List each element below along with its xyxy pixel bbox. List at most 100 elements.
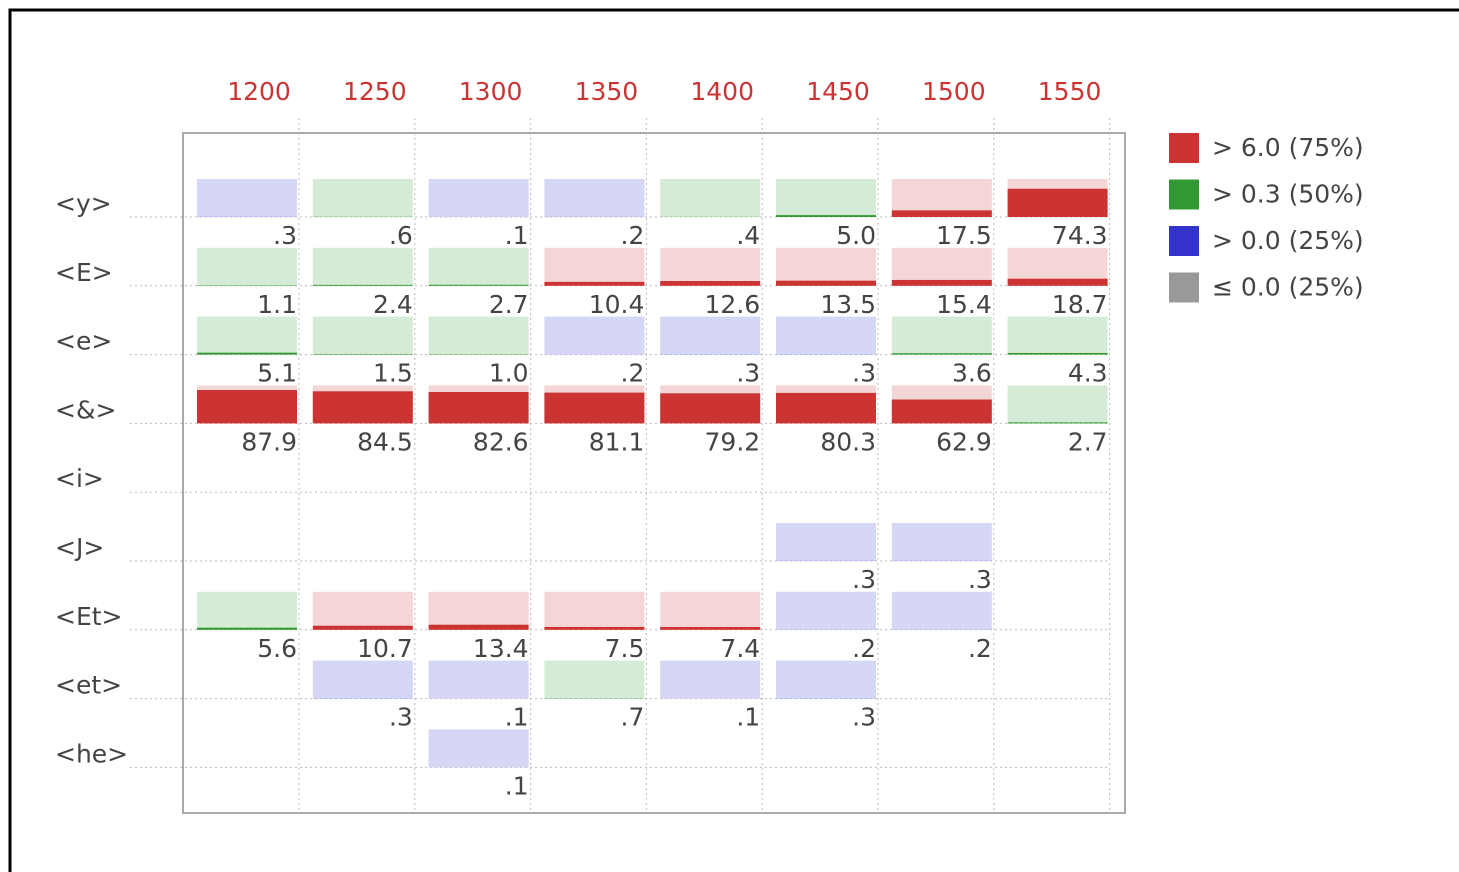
cell-bar <box>776 280 876 286</box>
column-label: 1450 <box>806 77 870 106</box>
cell-background <box>544 316 645 355</box>
value-label: 17.5 <box>936 221 992 250</box>
cell-background <box>776 591 876 630</box>
cell-bar <box>891 399 992 424</box>
value-label: 3.6 <box>952 359 992 388</box>
value-label: .3 <box>852 359 876 388</box>
value-label: .1 <box>505 703 529 732</box>
cell-bar <box>891 353 992 355</box>
value-label: 5.0 <box>836 221 876 250</box>
value-label: .2 <box>968 634 992 663</box>
value-label: .2 <box>621 359 645 388</box>
cell-background <box>891 316 992 355</box>
legend-label: > 0.3 (50%) <box>1212 180 1364 209</box>
value-label: 82.6 <box>473 427 529 456</box>
value-label: 2.4 <box>373 290 413 319</box>
row-label: <i> <box>55 464 104 493</box>
value-label: 13.4 <box>473 634 529 663</box>
cell-bar <box>891 210 992 217</box>
cell-background <box>312 660 413 699</box>
cell-background <box>660 591 761 630</box>
column-label: 1550 <box>1038 77 1102 106</box>
cell-background <box>544 247 645 286</box>
cell-bar <box>197 389 297 424</box>
value-label: 7.5 <box>605 634 645 663</box>
cell-background <box>660 247 761 286</box>
value-label: .1 <box>505 771 529 800</box>
cell-bar <box>312 625 413 630</box>
cell-bar <box>776 215 876 217</box>
value-label: .1 <box>505 221 529 250</box>
cell-background <box>776 660 876 699</box>
value-label: 74.3 <box>1052 221 1108 250</box>
value-label: 10.4 <box>589 290 645 319</box>
cell-bar <box>197 352 297 355</box>
cell-bar <box>544 281 645 286</box>
value-label: .2 <box>621 221 645 250</box>
value-label: .3 <box>389 703 413 732</box>
legend-label: > 6.0 (75%) <box>1212 133 1364 162</box>
value-label: 5.6 <box>257 634 297 663</box>
value-label: 4.3 <box>1068 359 1108 388</box>
cell-bar <box>660 281 761 286</box>
column-label: 1500 <box>922 77 986 106</box>
frame <box>8 8 1459 872</box>
column-label: 1250 <box>343 77 407 106</box>
cell-bar <box>1007 278 1108 286</box>
cell-background <box>776 523 876 561</box>
value-label: 79.2 <box>705 427 761 456</box>
column-label: 1200 <box>227 77 291 106</box>
value-label: .2 <box>852 634 876 663</box>
cell-bar <box>312 391 413 424</box>
value-label: 15.4 <box>936 290 992 319</box>
column-label: 1300 <box>459 77 523 106</box>
cell-bar <box>428 284 529 286</box>
cell-bar <box>544 626 645 630</box>
value-label: 13.5 <box>820 290 876 319</box>
row-label: <Et> <box>55 602 123 631</box>
column-label: 1350 <box>575 77 639 106</box>
legend-swatch <box>1169 179 1199 210</box>
value-label: .7 <box>621 703 645 732</box>
value-label: 18.7 <box>1052 290 1108 319</box>
row-label: <J> <box>55 533 104 562</box>
value-label: .4 <box>736 221 760 250</box>
cell-background <box>544 660 645 699</box>
value-label: .1 <box>736 703 760 732</box>
cell-bar <box>312 354 413 355</box>
value-label: 12.6 <box>705 290 761 319</box>
row-label: <y> <box>55 189 112 218</box>
cell-bar <box>660 393 761 424</box>
cell-background <box>891 591 992 630</box>
cell-background <box>1007 316 1108 355</box>
cell-background <box>428 247 529 286</box>
cell-background <box>428 729 529 768</box>
cell-bar <box>1007 422 1108 424</box>
cell-bar <box>891 279 992 286</box>
cell-bar <box>428 392 529 424</box>
cell-bar <box>544 392 645 424</box>
cell-background <box>776 247 876 286</box>
cell-bar <box>660 626 761 630</box>
cell-background <box>312 247 413 286</box>
cell-background <box>660 316 761 355</box>
cell-background <box>197 591 297 630</box>
value-label: 1.0 <box>489 359 529 388</box>
cell-background <box>891 523 992 561</box>
value-label: 2.7 <box>1068 427 1108 456</box>
cell-background <box>660 660 761 699</box>
cell-background <box>776 316 876 355</box>
legend-label: ≤ 0.0 (25%) <box>1212 273 1364 302</box>
value-label: .3 <box>852 565 876 594</box>
cell-background <box>197 316 297 355</box>
legend-swatch <box>1169 226 1199 256</box>
value-label: 62.9 <box>936 427 992 456</box>
row-label: <et> <box>55 671 122 700</box>
cell-bar <box>197 627 297 630</box>
cell-background <box>312 591 413 630</box>
legend-swatch <box>1169 272 1199 303</box>
value-label: 10.7 <box>357 634 413 663</box>
legend-swatch <box>1169 133 1199 163</box>
row-label: <&> <box>55 395 116 424</box>
value-label: 7.4 <box>720 634 760 663</box>
